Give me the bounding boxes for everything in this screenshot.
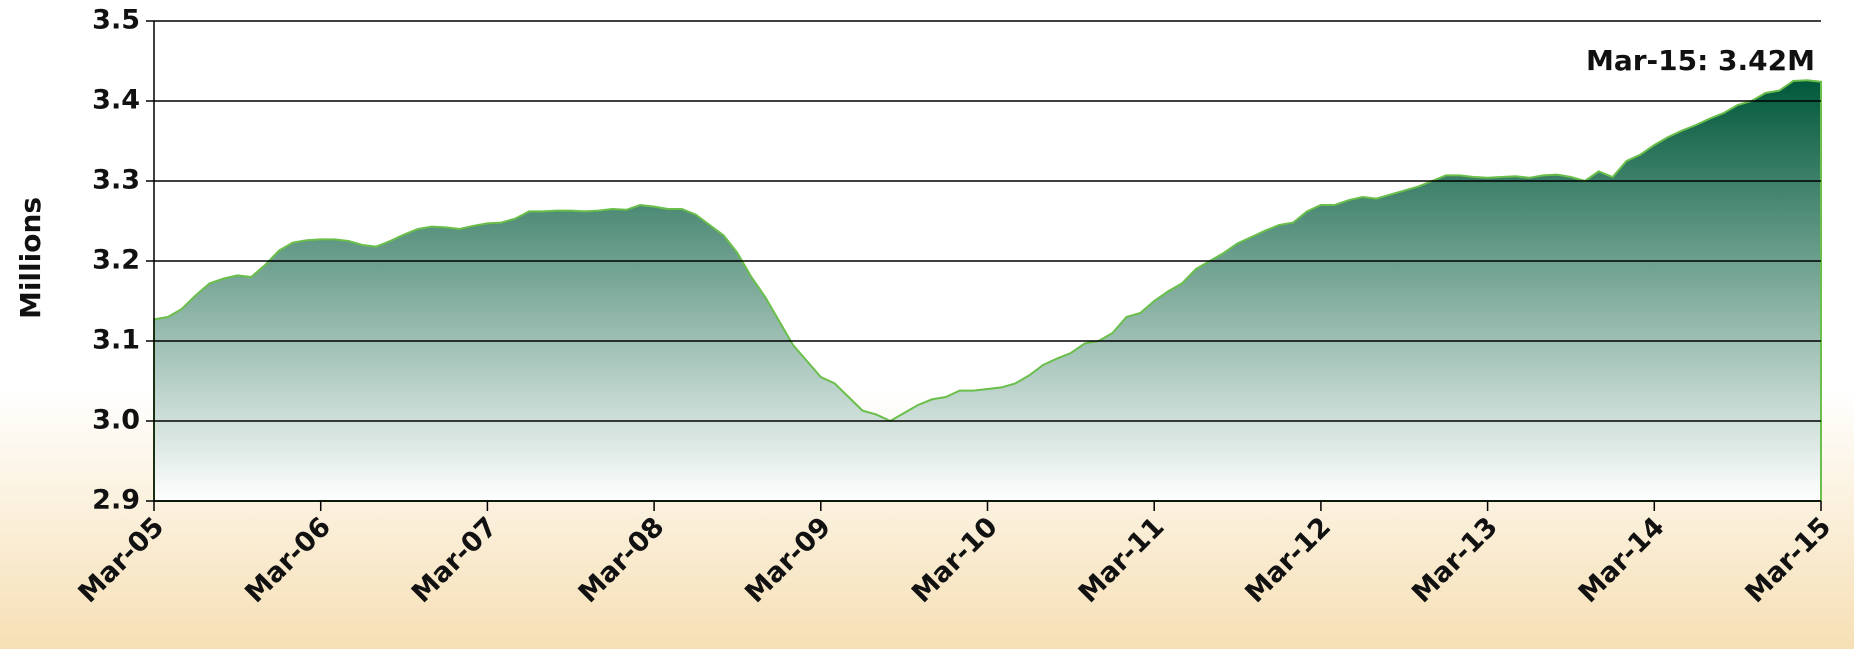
y-tick-label: 3.1 <box>92 325 140 356</box>
y-tick-label: 3.5 <box>92 5 140 36</box>
y-axis-label: Millions <box>14 197 47 319</box>
y-tick-label: 2.9 <box>92 485 140 516</box>
y-tick-label: 3.0 <box>92 405 140 436</box>
annotation: Mar-15: 3.42M <box>1586 44 1815 77</box>
y-tick-label: 3.3 <box>92 165 140 196</box>
y-tick-label: 3.4 <box>92 85 140 116</box>
y-tick-label: 3.2 <box>92 245 140 276</box>
area <box>153 79 1822 502</box>
